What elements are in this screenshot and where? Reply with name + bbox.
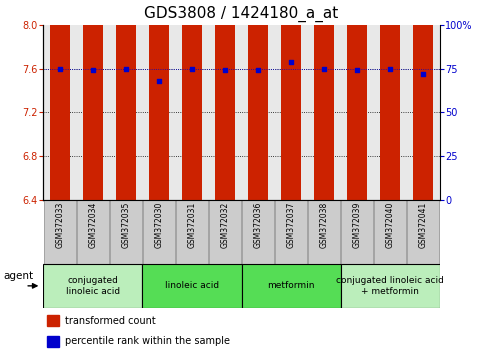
Point [155, 78, 163, 84]
Text: GSM372036: GSM372036 [254, 202, 262, 248]
Bar [248, 0, 268, 200]
Text: metformin: metformin [267, 281, 315, 290]
Bar [374, 200, 406, 264]
Bar [182, 0, 202, 200]
Bar [380, 0, 400, 200]
Bar [314, 0, 334, 200]
Point [188, 66, 196, 72]
Bar [341, 200, 373, 264]
Point [353, 68, 361, 73]
Text: percentile rank within the sample: percentile rank within the sample [65, 336, 230, 346]
Bar [43, 264, 142, 308]
Text: GSM372034: GSM372034 [88, 202, 98, 248]
Point [221, 68, 229, 73]
Bar [149, 0, 169, 200]
Bar [77, 200, 109, 264]
Bar [407, 200, 439, 264]
Bar [110, 200, 142, 264]
Bar [341, 264, 440, 308]
Bar [281, 0, 301, 200]
Text: GSM372037: GSM372037 [286, 202, 296, 248]
Text: GSM372030: GSM372030 [155, 202, 163, 248]
Bar [47, 315, 59, 326]
Bar [47, 336, 59, 347]
Bar [50, 0, 70, 200]
Text: GSM372038: GSM372038 [320, 202, 328, 248]
Text: GSM372040: GSM372040 [385, 202, 395, 248]
Bar [143, 200, 175, 264]
Bar [242, 200, 274, 264]
Text: linoleic acid: linoleic acid [165, 281, 219, 290]
Point [89, 68, 97, 73]
Bar [242, 264, 341, 308]
Text: transformed count: transformed count [65, 316, 156, 326]
Text: GSM372035: GSM372035 [122, 202, 130, 248]
Bar [215, 0, 235, 200]
Text: conjugated
linoleic acid: conjugated linoleic acid [66, 276, 120, 296]
Bar [142, 264, 242, 308]
Text: GSM372041: GSM372041 [419, 202, 427, 248]
Bar [44, 200, 76, 264]
Point [56, 66, 64, 72]
Bar [176, 200, 208, 264]
Bar [275, 200, 307, 264]
Title: GDS3808 / 1424180_a_at: GDS3808 / 1424180_a_at [144, 6, 339, 22]
Text: GSM372031: GSM372031 [187, 202, 197, 248]
Point [287, 59, 295, 64]
Bar [83, 0, 103, 200]
Bar [347, 0, 367, 200]
Bar [116, 0, 136, 200]
Point [122, 66, 130, 72]
Bar [209, 200, 241, 264]
Bar [413, 0, 433, 200]
Text: GSM372033: GSM372033 [56, 202, 64, 248]
Text: GSM372032: GSM372032 [221, 202, 229, 248]
Point [419, 71, 427, 77]
Text: conjugated linoleic acid
+ metformin: conjugated linoleic acid + metformin [336, 276, 444, 296]
Text: agent: agent [3, 271, 34, 281]
Point [386, 66, 394, 72]
Text: GSM372039: GSM372039 [353, 202, 361, 248]
Point [254, 68, 262, 73]
Bar [308, 200, 340, 264]
Point [320, 66, 328, 72]
